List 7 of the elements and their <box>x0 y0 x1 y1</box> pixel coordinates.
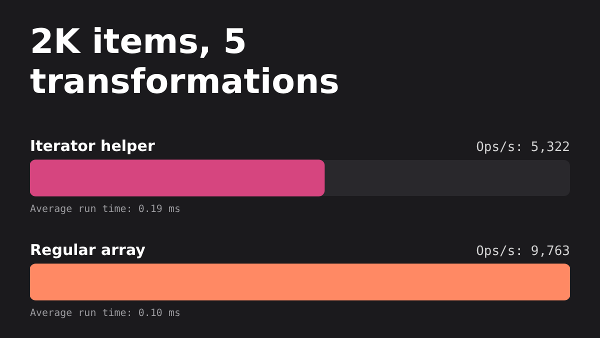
y-tick-label: Iterator helper <box>30 137 156 155</box>
y-tick-label: Regular array <box>30 241 146 259</box>
data-label: Ops/s: 5,322 <box>476 140 570 155</box>
chart-title: 2K items, 5 transformations <box>30 22 340 102</box>
text: Average run time: 0.10 ms <box>30 308 181 319</box>
annotation: Average run time: 0.19 ms <box>30 204 181 215</box>
data-label: Ops/s: 9,763 <box>476 244 570 259</box>
